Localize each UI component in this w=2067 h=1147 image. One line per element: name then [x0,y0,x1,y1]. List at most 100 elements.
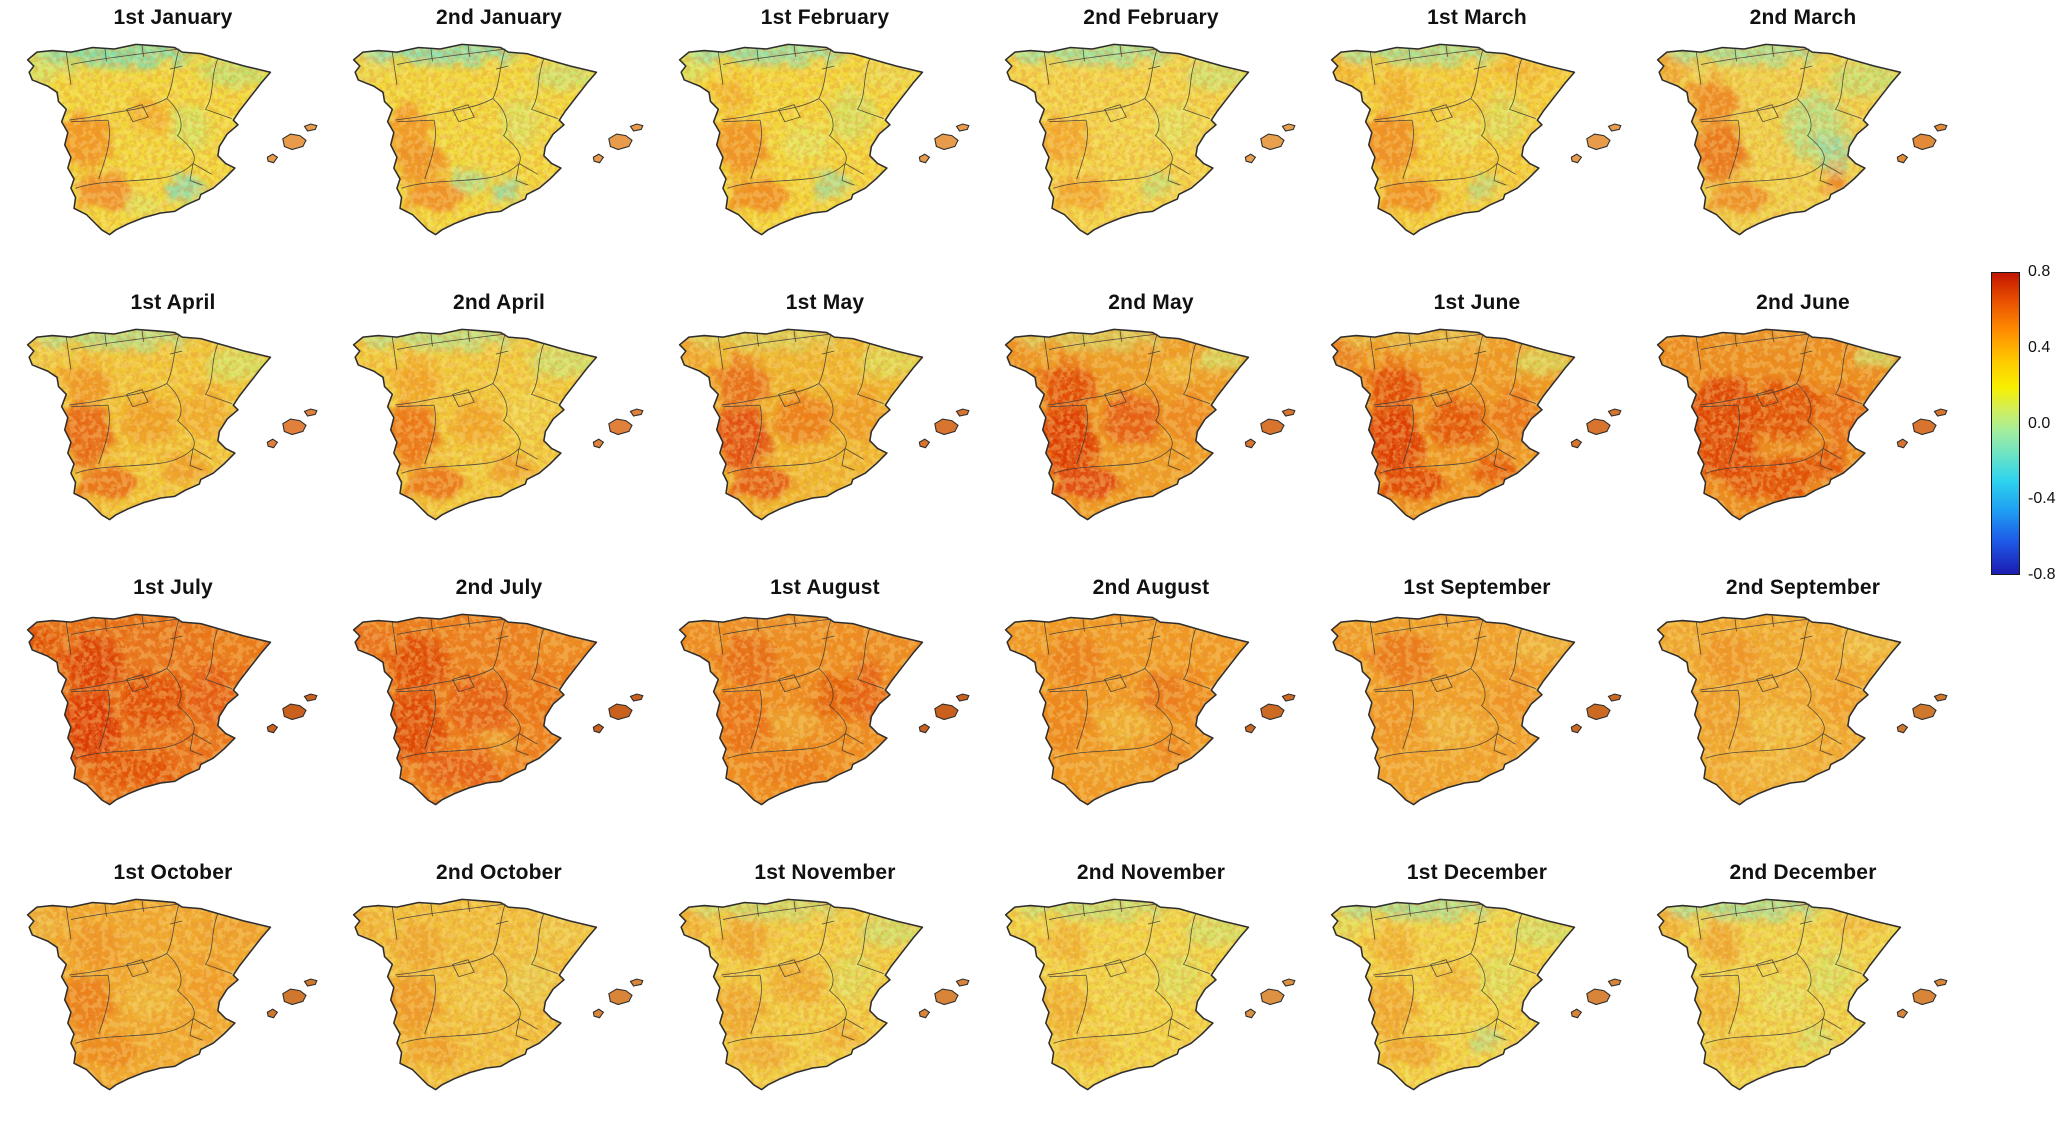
colorbar-tick-label: -0.8 [2028,566,2056,583]
balearic-islands [918,693,970,734]
balearic-islands [1244,978,1296,1019]
balearic-islands [592,408,644,449]
spain-map [678,613,970,806]
spain-map [1656,328,1948,521]
spain-map [678,898,970,1091]
spain-map [26,43,318,236]
mallorca-island [1260,703,1285,721]
menorca-island [303,123,318,132]
spain-map [352,613,644,806]
ibiza-island [1896,1008,1909,1019]
ibiza-island [1570,723,1583,734]
balearic-islands [266,978,318,1019]
balearic-islands [1244,408,1296,449]
map-panel-22: 2nd November [988,859,1314,1144]
spain-map [1004,43,1296,236]
menorca-island [1607,123,1622,132]
colorbar-gradient [1991,272,2020,575]
balearic-islands [918,123,970,164]
spain-map [1656,43,1948,236]
map-panel-7: 1st April [10,289,336,574]
ibiza-island [1570,153,1583,164]
menorca-island [1281,408,1296,417]
mallorca-island [608,703,633,721]
map-panel-2: 2nd January [336,4,662,289]
mallorca-island [1586,133,1611,151]
panel-title: 1st July [133,576,213,599]
spain-map [26,898,318,1091]
map-panel-8: 2nd April [336,289,662,574]
ibiza-island [1244,438,1257,449]
menorca-island [629,978,644,987]
colorbar-tick-label: 0.8 [2028,263,2051,280]
menorca-island [955,123,970,132]
map-panel-14: 2nd July [336,574,662,859]
map-panel-11: 1st June [1314,289,1640,574]
mallorca-island [1586,988,1611,1006]
menorca-island [629,693,644,702]
mallorca-island [1260,133,1285,151]
balearic-islands [1244,123,1296,164]
panel-title: 2nd June [1756,291,1850,314]
panel-title: 1st October [113,861,233,884]
ibiza-island [918,1008,931,1019]
panel-title: 2nd July [455,576,543,599]
menorca-island [955,978,970,987]
mallorca-island [282,988,307,1006]
mallorca-island [608,988,633,1006]
ibiza-island [266,153,279,164]
balearic-islands [592,693,644,734]
mallorca-island [1260,418,1285,436]
map-panel-13: 1st July [10,574,336,859]
map-panel-16: 2nd August [988,574,1314,859]
mallorca-island [1912,418,1937,436]
menorca-island [1281,123,1296,132]
spain-map [1656,613,1948,806]
map-panel-19: 1st October [10,859,336,1144]
spain-map [1330,328,1622,521]
spain-map [352,898,644,1091]
ibiza-island [266,438,279,449]
colorbar-tick-label: 0.4 [2028,338,2051,356]
mallorca-island [282,418,307,436]
mallorca-island [608,418,633,436]
balearic-islands [266,123,318,164]
panel-title: 2nd April [452,291,546,314]
map-panel-grid: 1st January 2nd January [10,4,1966,1144]
mallorca-island [1586,418,1611,436]
balearic-islands [266,693,318,734]
spain-map [352,43,644,236]
ibiza-island [1244,723,1257,734]
map-panel-6: 2nd March [1640,4,1966,289]
balearic-islands [1570,408,1622,449]
panel-title: 1st June [1433,291,1521,314]
panel-title: 2nd October [436,861,562,884]
ibiza-island [592,153,605,164]
spain-map [26,328,318,521]
balearic-islands [592,123,644,164]
map-panel-1: 1st January [10,4,336,289]
menorca-island [303,408,318,417]
map-panel-4: 2nd February [988,4,1314,289]
spain-map [678,328,970,521]
menorca-island [629,408,644,417]
ibiza-island [266,1008,279,1019]
balearic-islands [1896,978,1948,1019]
colorbar-tick-label: 0.0 [2028,414,2051,432]
ibiza-island [1896,723,1909,734]
mallorca-island [282,133,307,151]
panel-title: 1st April [130,291,216,314]
menorca-island [1933,978,1948,987]
panel-title: 1st March [1427,6,1527,29]
mallorca-island [934,133,959,151]
menorca-island [1281,693,1296,702]
map-panel-9: 1st May [662,289,988,574]
balearic-islands [918,408,970,449]
menorca-island [1933,123,1948,132]
panel-title: 1st September [1403,576,1551,599]
panel-title: 2nd December [1729,861,1877,884]
map-panel-20: 2nd October [336,859,662,1144]
ibiza-island [1570,1008,1583,1019]
ibiza-island [592,1008,605,1019]
menorca-island [1607,978,1622,987]
